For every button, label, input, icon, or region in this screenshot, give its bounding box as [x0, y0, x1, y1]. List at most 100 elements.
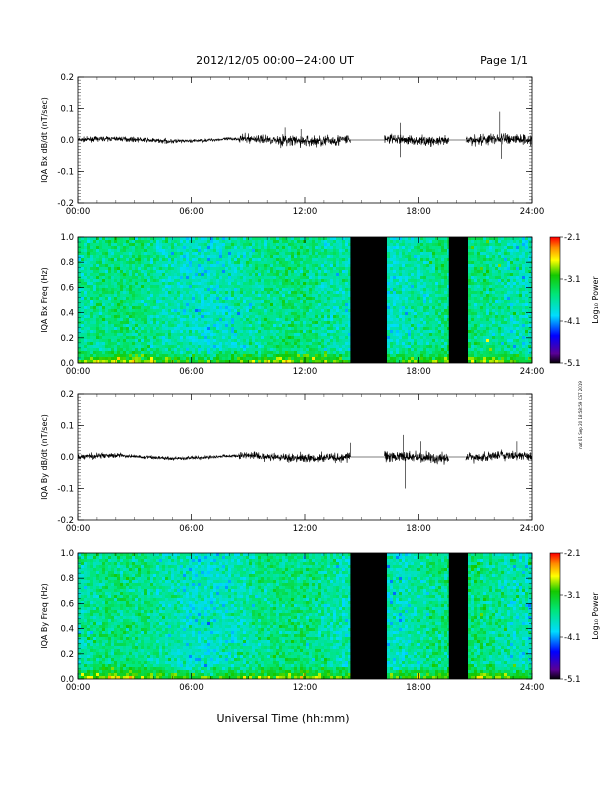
- cell: [162, 309, 165, 312]
- cell: [168, 321, 171, 324]
- cell: [84, 276, 87, 279]
- cell: [96, 360, 99, 363]
- cell: [399, 258, 402, 261]
- cell: [147, 321, 150, 324]
- cell: [156, 321, 159, 324]
- cell: [84, 312, 87, 315]
- cell: [240, 249, 243, 252]
- cell: [420, 333, 423, 336]
- cell: [396, 282, 399, 285]
- cell: [147, 357, 150, 360]
- cell: [144, 327, 147, 330]
- cell: [294, 270, 297, 273]
- cell: [150, 312, 153, 315]
- cell: [411, 339, 414, 342]
- cell: [318, 276, 321, 279]
- cell: [210, 297, 213, 300]
- cell: [222, 324, 225, 327]
- cell: [243, 285, 246, 288]
- cell: [93, 264, 96, 267]
- cell: [234, 348, 237, 351]
- cell: [195, 342, 198, 345]
- cell: [171, 336, 174, 339]
- cell: [207, 327, 210, 330]
- cell: [201, 330, 204, 333]
- cell: [150, 303, 153, 306]
- cell: [87, 330, 90, 333]
- cell: [120, 273, 123, 276]
- cell: [117, 303, 120, 306]
- cell: [144, 342, 147, 345]
- cell: [99, 237, 102, 240]
- cell: [219, 333, 222, 336]
- cell: [393, 321, 396, 324]
- cell: [162, 246, 165, 249]
- cell: [411, 357, 414, 360]
- cell: [339, 246, 342, 249]
- cell: [285, 324, 288, 327]
- cell: [327, 309, 330, 312]
- cell: [192, 357, 195, 360]
- cell: [153, 258, 156, 261]
- cell: [288, 345, 291, 348]
- cell: [417, 342, 420, 345]
- cell: [252, 342, 255, 345]
- cell: [114, 345, 117, 348]
- cell: [228, 315, 231, 318]
- cell: [138, 258, 141, 261]
- cell: [123, 297, 126, 300]
- cell: [348, 255, 351, 258]
- cell: [144, 309, 147, 312]
- cell: [414, 336, 417, 339]
- cell: [156, 339, 159, 342]
- cell: [216, 303, 219, 306]
- cell: [303, 261, 306, 264]
- cell: [123, 348, 126, 351]
- cell: [399, 240, 402, 243]
- cell: [228, 285, 231, 288]
- cell: [117, 264, 120, 267]
- cell: [279, 267, 282, 270]
- cell: [345, 312, 348, 315]
- cell: [249, 318, 252, 321]
- cell: [87, 285, 90, 288]
- cell: [348, 285, 351, 288]
- cell: [90, 342, 93, 345]
- cell: [114, 318, 117, 321]
- cell: [300, 237, 303, 240]
- cell: [240, 270, 243, 273]
- cell: [321, 312, 324, 315]
- cell: [222, 339, 225, 342]
- cell: [336, 336, 339, 339]
- cell: [324, 285, 327, 288]
- cell: [84, 264, 87, 267]
- cell: [165, 315, 168, 318]
- cell: [174, 345, 177, 348]
- cell: [219, 324, 222, 327]
- cell: [285, 354, 288, 357]
- cell: [327, 255, 330, 258]
- cell: [309, 270, 312, 273]
- cell: [249, 276, 252, 279]
- cell: [321, 348, 324, 351]
- cell: [159, 237, 162, 240]
- cell: [225, 327, 228, 330]
- cell: [123, 288, 126, 291]
- cell: [204, 270, 207, 273]
- cell: [411, 279, 414, 282]
- cell: [261, 246, 264, 249]
- cell: [330, 339, 333, 342]
- cell: [393, 330, 396, 333]
- cell: [117, 336, 120, 339]
- cell: [141, 309, 144, 312]
- cell: [276, 348, 279, 351]
- cell: [135, 255, 138, 258]
- cell: [90, 360, 93, 363]
- cell: [141, 324, 144, 327]
- cell: [132, 264, 135, 267]
- cell: [270, 252, 273, 255]
- cell: [387, 297, 390, 300]
- cell: [297, 279, 300, 282]
- cell: [252, 327, 255, 330]
- cell: [408, 336, 411, 339]
